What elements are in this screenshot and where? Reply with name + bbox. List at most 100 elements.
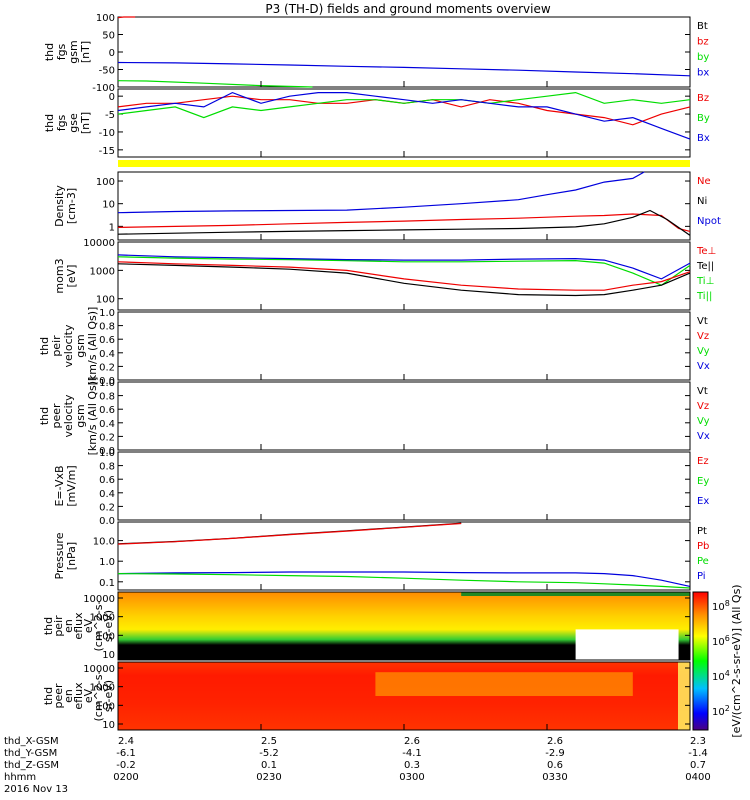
ytick-label: 10000	[83, 594, 115, 605]
ylabel-line: mom3	[53, 258, 66, 293]
series-Pb	[117, 522, 462, 545]
ytick-label: -15	[99, 146, 115, 157]
ytick-label: 1.0	[99, 448, 115, 459]
ytick-label: 0.8	[99, 392, 115, 403]
chart-title: P3 (TH-D) fields and ground moments over…	[265, 2, 550, 16]
xaxis-value: -4.1	[402, 748, 422, 759]
xaxis-value: 0400	[685, 772, 710, 783]
ylabel-line: thd	[42, 687, 55, 705]
ylabel-line: Density	[53, 185, 66, 227]
ytick-label: 0	[109, 48, 115, 59]
efield-frame	[117, 451, 691, 521]
ytick-label: 1.0	[99, 308, 115, 319]
legend-Ti||: Ti||	[696, 291, 712, 302]
ytick-label: 0.2	[99, 362, 115, 373]
xaxis-row-label: hhmm	[4, 772, 36, 783]
ylabel-line: (cm^2-s-	[92, 601, 105, 652]
series-Ne	[117, 213, 691, 232]
legend-Vt: Vt	[697, 386, 708, 397]
xaxis-value: 0.6	[547, 760, 563, 771]
ylabel-line: sr-eV)	[102, 680, 115, 712]
panel-peer-spec: 10000 1000 100 10 thdpeerenefluxeV(cm^2-s-sr…	[42, 661, 691, 731]
legend-By: By	[697, 113, 710, 124]
peir-velocity-frame	[117, 311, 691, 381]
top-band	[461, 592, 690, 596]
ylabel-line: velocity	[62, 394, 75, 437]
ylabel-line: eV	[82, 688, 95, 703]
ylabel-line: gsm	[67, 40, 80, 63]
legend-Vx: Vx	[697, 431, 710, 442]
ytick-label: 1000	[90, 266, 115, 277]
ytick-label: 10000	[83, 664, 115, 675]
ylabel-line: [nT]	[79, 41, 92, 63]
ytick-label: 0.0	[99, 446, 115, 457]
ylabel-line: Pressure	[53, 532, 66, 579]
ytick-label: 0	[109, 92, 115, 103]
ytick-label: 100	[96, 177, 115, 188]
ylabel-line: eflux	[72, 682, 85, 710]
xaxis-value: 0300	[399, 772, 424, 783]
legend-Pb: Pb	[697, 541, 709, 552]
ytick-label: 0.6	[99, 405, 115, 416]
legend-Pi: Pi	[697, 571, 706, 582]
ytick-label: -10	[99, 128, 115, 139]
ylabel-line: peer	[52, 683, 65, 709]
colorbar-tick: 102	[712, 704, 730, 718]
legend-bz: bz	[697, 37, 709, 48]
xaxis-value: 2.3	[690, 736, 706, 747]
yellow-strip	[118, 160, 690, 167]
ylabel-line: peer	[50, 403, 63, 429]
temperature-frame	[117, 241, 691, 311]
panel-fgs-gse: 0 -5 -10 -15 thd fgs gse [nT] Bz By Bx	[43, 88, 710, 158]
ylabel-line: fgs	[55, 114, 68, 131]
ytick-label: 10	[102, 650, 115, 661]
colorbar-label: [eV/(cm^2-s-sr-eV)] (All Qs)	[730, 584, 743, 737]
series-Npot-T	[117, 254, 691, 280]
xaxis-row-label: thd_Z-GSM	[4, 760, 59, 771]
series-bz	[117, 16, 136, 19]
ylabel-line: [eV]	[65, 265, 78, 288]
panel-temperature: 10000 1000 100 mom3 [eV] Te⊥ Te|| Ti⊥ Ti||	[53, 238, 716, 311]
legend-Ez: Ez	[697, 456, 709, 467]
series-Pe	[117, 572, 691, 589]
ytick-label: 50	[102, 31, 115, 42]
ytick-label: 100	[96, 701, 115, 712]
legend-Npot: Npot	[697, 216, 721, 227]
hot-region	[375, 672, 633, 696]
legend-Te||: Te||	[696, 261, 714, 272]
series-Te⊥	[117, 261, 691, 291]
legend-Vz: Vz	[697, 401, 709, 412]
panel-efield: 1.0 0.8 0.6 0.4 0.2 0.0 E=-VxB [mV/m] Ez Ey Ex	[53, 448, 709, 527]
peer-velocity-frame	[117, 381, 691, 451]
series-Pt	[117, 522, 462, 545]
ylabel-line: [nPa]	[65, 542, 78, 570]
xaxis-value: -1.4	[688, 748, 708, 759]
ytick-label: 10.0	[93, 537, 115, 548]
legend-Vy: Vy	[697, 416, 710, 427]
series-Ti	[117, 256, 691, 286]
ytick-label: 0.6	[99, 475, 115, 486]
ylabel-line: [km/s (All Qs)]	[86, 307, 99, 386]
ytick-label: 10	[102, 200, 115, 211]
legend-Bx: Bx	[697, 133, 710, 144]
ytick-label: 0.2	[99, 432, 115, 443]
legend-Vx: Vx	[697, 361, 710, 372]
fgs-gsm-frame	[117, 16, 691, 88]
ytick-label: 100	[96, 295, 115, 306]
xaxis-row-label: thd_X-GSM	[4, 736, 59, 747]
ytick-label: 1000	[90, 613, 115, 624]
legend-Te⊥: Te⊥	[696, 246, 716, 257]
ylabel-line: thd	[38, 407, 51, 425]
xaxis-value: 2.5	[261, 736, 277, 747]
ylabel-line: [nT]	[79, 112, 92, 134]
series-Te||	[117, 263, 691, 297]
xaxis-value: 0.7	[690, 760, 706, 771]
ytick-label: 10000	[83, 238, 115, 249]
legend-Vz: Vz	[697, 331, 709, 342]
ylabel-line: E=-VxB	[53, 465, 66, 506]
ytick-label: 0.8	[99, 322, 115, 333]
ytick-label: 1000	[90, 683, 115, 694]
ylabel-line: thd	[42, 617, 55, 635]
ylabel-line: peir	[52, 615, 65, 637]
